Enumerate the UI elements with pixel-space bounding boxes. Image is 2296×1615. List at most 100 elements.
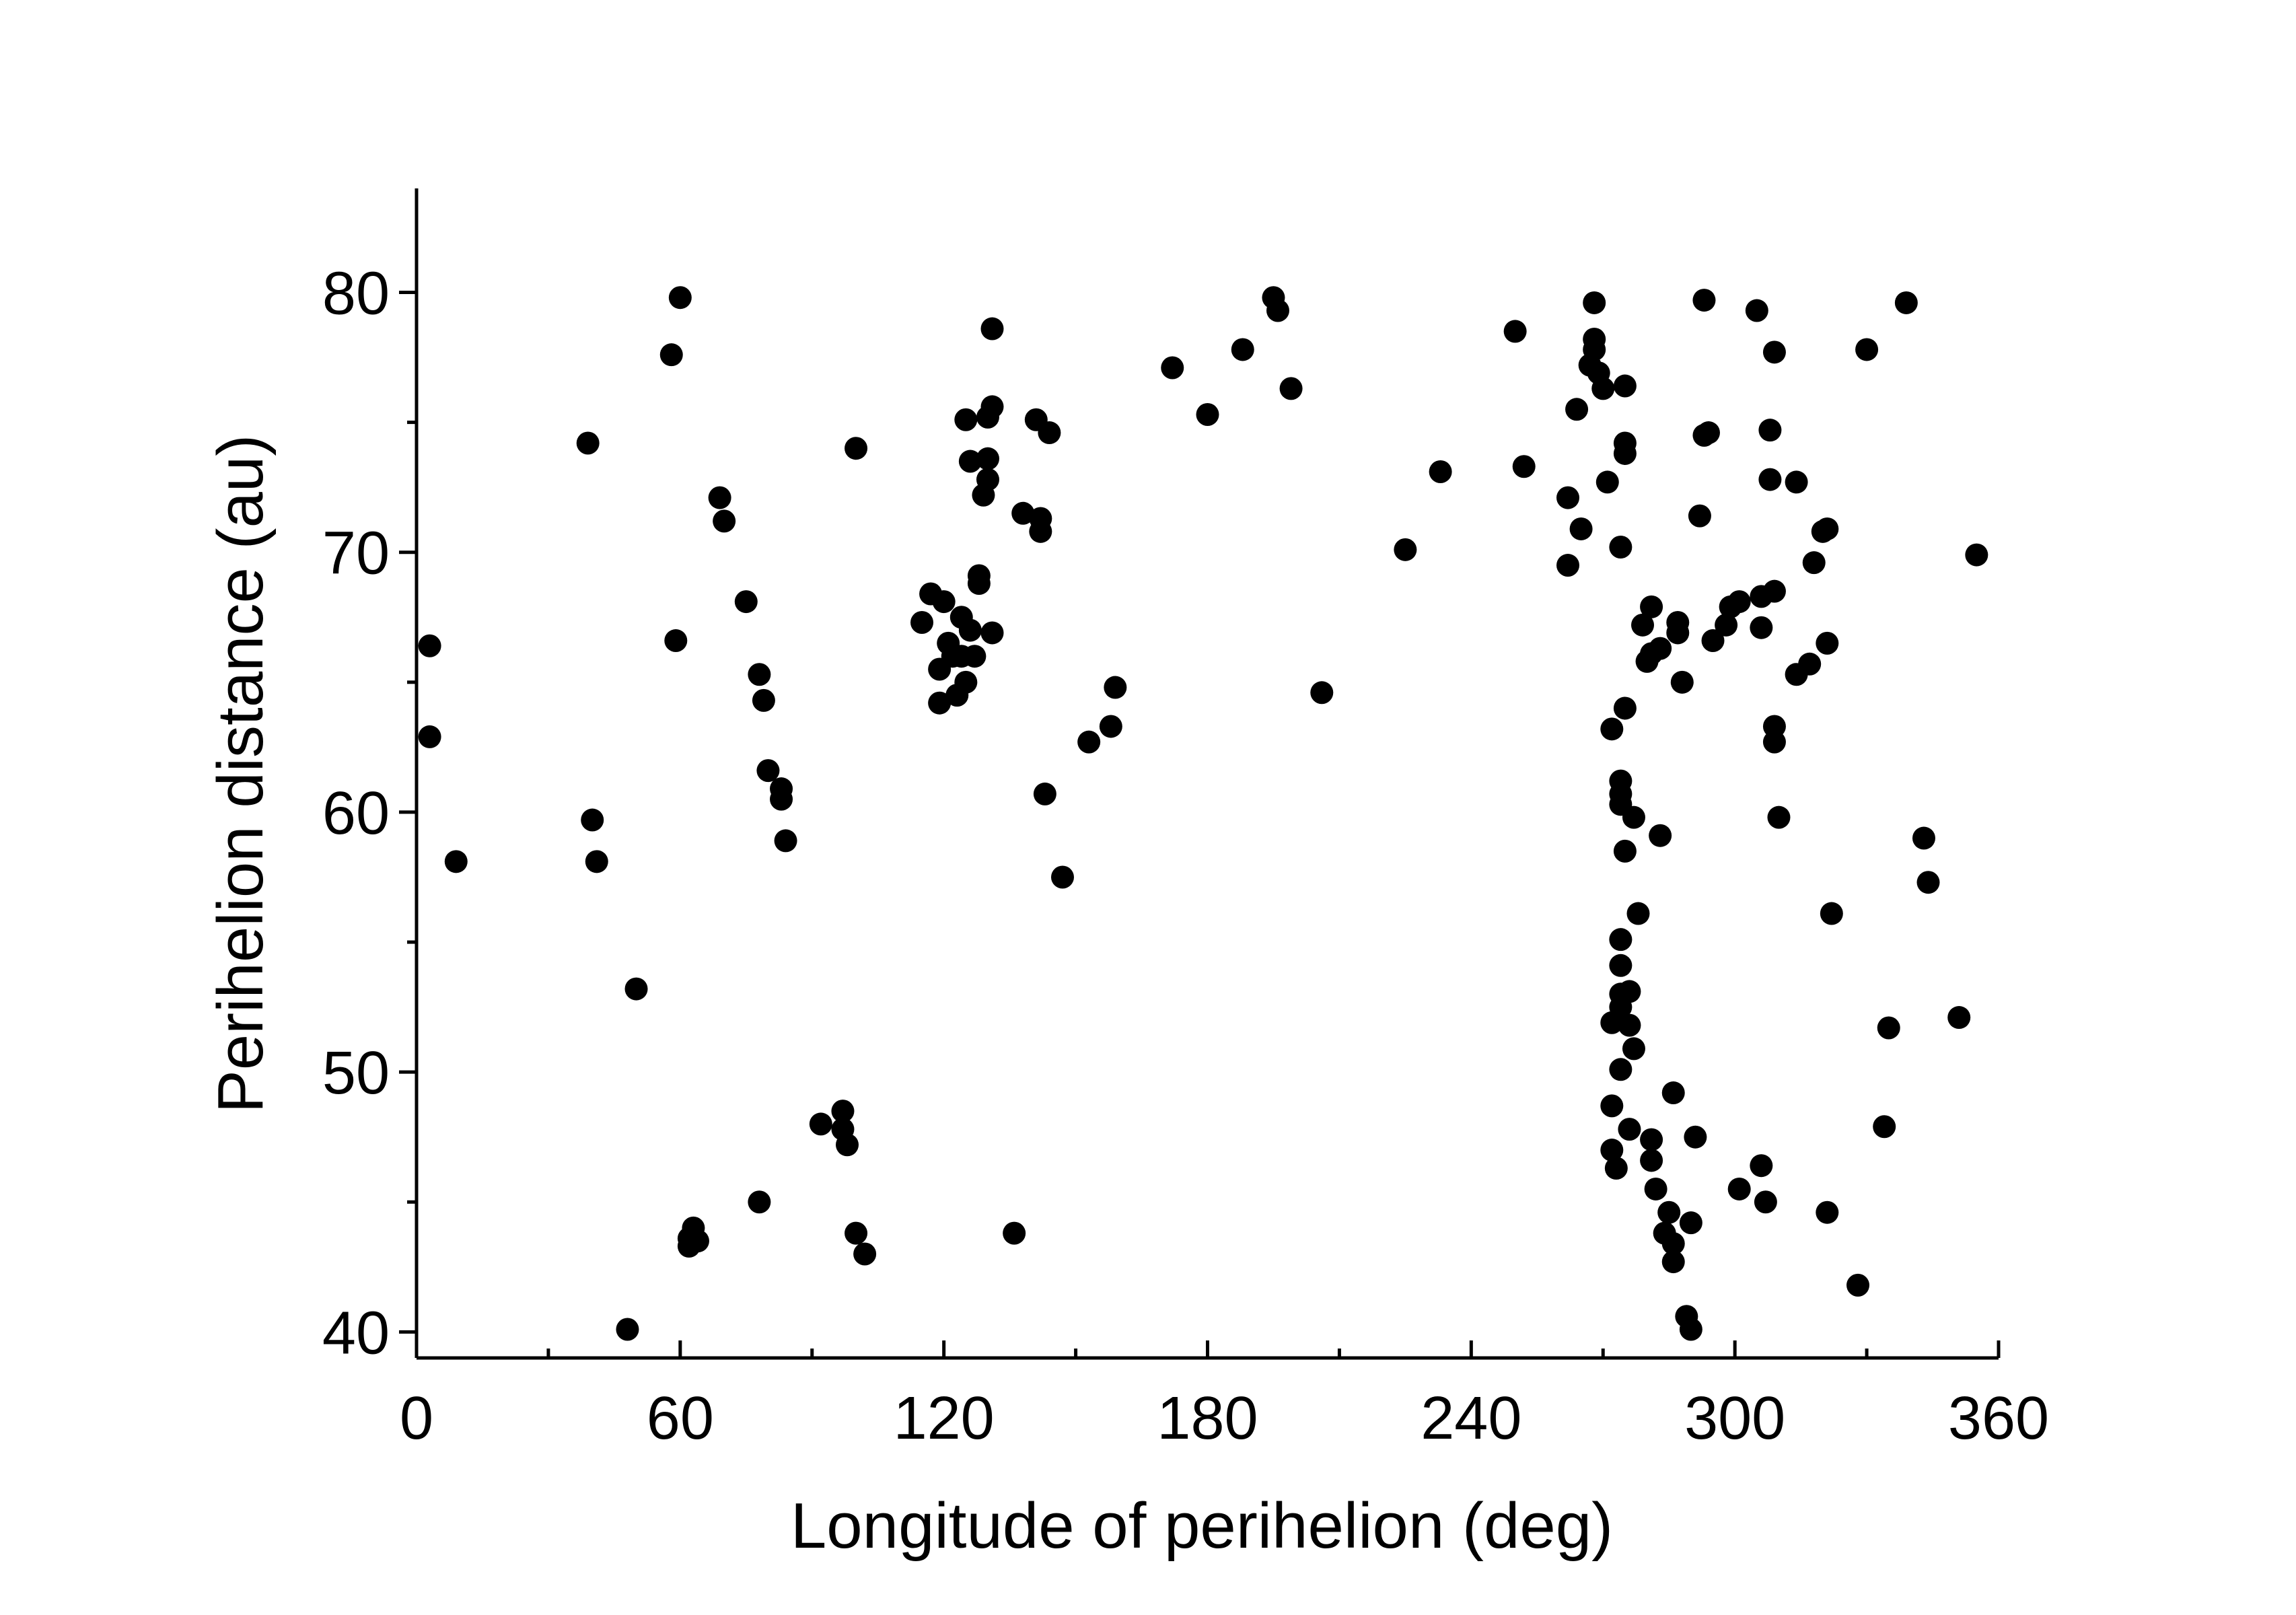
data-point bbox=[954, 670, 978, 694]
data-point bbox=[1631, 613, 1655, 637]
data-point bbox=[1583, 291, 1606, 314]
data-point bbox=[1613, 839, 1637, 863]
data-point bbox=[1613, 696, 1637, 720]
data-point bbox=[1161, 356, 1184, 380]
data-point bbox=[1640, 1128, 1663, 1151]
data-point bbox=[1649, 637, 1672, 660]
data-point bbox=[1670, 670, 1694, 694]
data-point bbox=[418, 634, 441, 657]
data-point bbox=[963, 645, 986, 668]
data-point bbox=[668, 286, 692, 310]
data-point bbox=[1609, 1058, 1633, 1081]
data-point bbox=[967, 572, 991, 596]
data-point bbox=[1609, 782, 1633, 805]
data-point bbox=[1050, 865, 1074, 889]
data-point bbox=[1266, 299, 1289, 322]
data-point bbox=[1947, 1006, 1971, 1030]
data-point bbox=[976, 447, 999, 470]
data-point bbox=[1767, 805, 1791, 829]
data-point bbox=[1688, 504, 1711, 528]
x-axis-title: Longitude of perihelion (deg) bbox=[791, 1490, 1613, 1562]
data-point bbox=[809, 1112, 832, 1136]
x-tick-label: 300 bbox=[1684, 1385, 1785, 1452]
data-point bbox=[1754, 1190, 1777, 1214]
data-point bbox=[1640, 1149, 1663, 1172]
x-tick-label: 360 bbox=[1948, 1385, 2049, 1452]
data-point bbox=[1692, 289, 1716, 312]
data-point bbox=[1626, 902, 1650, 925]
data-point bbox=[1820, 902, 1843, 925]
data-point bbox=[1657, 1200, 1681, 1224]
data-point bbox=[1816, 631, 1839, 655]
data-point bbox=[1622, 805, 1645, 829]
data-point bbox=[980, 317, 1004, 340]
data-point bbox=[1816, 517, 1839, 540]
data-point bbox=[1609, 954, 1633, 977]
data-point bbox=[1701, 629, 1725, 653]
data-point bbox=[1618, 1013, 1641, 1037]
data-point bbox=[1802, 551, 1826, 575]
data-point bbox=[1679, 1318, 1702, 1341]
data-point bbox=[1758, 419, 1782, 442]
data-point bbox=[1604, 1157, 1628, 1180]
x-tick-label: 180 bbox=[1157, 1385, 1258, 1452]
data-point bbox=[1666, 621, 1690, 645]
data-point bbox=[1916, 871, 1940, 894]
data-point bbox=[1196, 403, 1219, 427]
data-point bbox=[581, 808, 604, 832]
data-point bbox=[752, 688, 775, 712]
y-tick-label: 40 bbox=[322, 1299, 390, 1367]
data-point bbox=[1565, 398, 1589, 421]
data-point bbox=[774, 829, 797, 853]
data-point bbox=[616, 1318, 639, 1341]
data-point bbox=[1785, 470, 1808, 494]
data-point bbox=[1038, 421, 1061, 445]
data-point bbox=[1077, 730, 1101, 754]
data-point bbox=[1758, 468, 1782, 491]
data-point bbox=[1429, 460, 1452, 483]
data-point bbox=[1798, 652, 1822, 676]
data-point bbox=[1394, 538, 1417, 561]
data-point bbox=[1556, 554, 1580, 577]
data-point bbox=[748, 663, 771, 686]
data-point bbox=[1622, 1037, 1645, 1061]
data-point bbox=[1762, 730, 1786, 754]
data-point bbox=[1600, 717, 1624, 741]
data-point bbox=[708, 486, 731, 509]
data-point bbox=[980, 395, 1004, 419]
data-point bbox=[853, 1242, 877, 1266]
data-point bbox=[585, 850, 608, 873]
data-point bbox=[677, 1234, 701, 1258]
data-point bbox=[1894, 291, 1918, 314]
data-point bbox=[1965, 543, 1988, 567]
data-point bbox=[1762, 340, 1786, 364]
data-point bbox=[1609, 535, 1633, 559]
data-point bbox=[1715, 613, 1738, 637]
x-tick-label: 0 bbox=[400, 1385, 433, 1452]
data-point bbox=[1104, 676, 1127, 699]
x-tick-label: 60 bbox=[647, 1385, 714, 1452]
data-point bbox=[1762, 579, 1786, 603]
data-point bbox=[1613, 441, 1637, 465]
data-point bbox=[831, 1100, 855, 1123]
data-point bbox=[418, 725, 441, 748]
data-point bbox=[1569, 517, 1593, 540]
data-point bbox=[932, 590, 956, 614]
data-point bbox=[1649, 824, 1672, 847]
data-point bbox=[1618, 980, 1641, 1003]
data-point bbox=[1661, 1232, 1685, 1256]
data-point bbox=[1613, 374, 1637, 398]
data-point bbox=[845, 437, 868, 460]
data-point bbox=[1099, 715, 1122, 738]
data-point bbox=[1855, 338, 1879, 361]
data-point bbox=[1231, 338, 1254, 361]
data-point bbox=[1279, 377, 1303, 400]
x-ticks: 0 60 120 180 240 300 360 bbox=[400, 1340, 2049, 1452]
data-point bbox=[980, 621, 1004, 645]
data-point bbox=[1640, 595, 1663, 618]
data-point bbox=[954, 408, 978, 431]
data-point bbox=[1583, 328, 1606, 351]
data-point bbox=[958, 618, 982, 642]
data-point bbox=[958, 450, 982, 473]
